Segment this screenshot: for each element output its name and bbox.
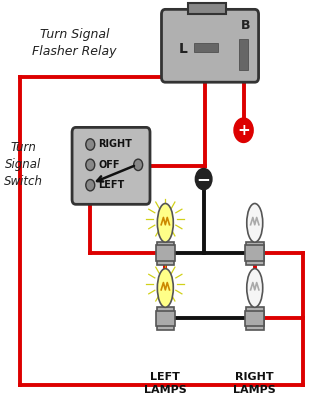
Bar (246, 307, 264, 330)
Text: RIGHT: RIGHT (98, 140, 132, 149)
Ellipse shape (247, 269, 263, 307)
FancyBboxPatch shape (162, 9, 259, 82)
Ellipse shape (157, 204, 173, 242)
Text: +: + (237, 123, 250, 138)
Text: OFF: OFF (98, 160, 120, 170)
Circle shape (234, 118, 253, 142)
Ellipse shape (247, 204, 263, 242)
Text: −: − (197, 170, 211, 188)
Text: LEFT: LEFT (98, 180, 124, 190)
FancyBboxPatch shape (72, 127, 150, 204)
Bar (240, 39, 248, 70)
Bar (156, 245, 175, 261)
Bar (188, 3, 226, 14)
Text: B: B (241, 19, 251, 32)
Bar (157, 242, 174, 265)
Circle shape (134, 159, 143, 171)
Circle shape (86, 139, 95, 150)
Text: Turn Signal
Flasher Relay: Turn Signal Flasher Relay (32, 28, 117, 58)
Circle shape (86, 159, 95, 171)
Circle shape (86, 179, 95, 191)
Bar (245, 245, 264, 261)
Bar (194, 43, 218, 52)
Ellipse shape (157, 269, 173, 307)
Bar (157, 307, 174, 330)
Text: Turn
Signal
Switch: Turn Signal Switch (4, 141, 43, 188)
Bar (245, 311, 264, 326)
Text: L: L (178, 42, 187, 56)
Text: RIGHT
LAMPS: RIGHT LAMPS (233, 372, 276, 395)
Bar (156, 311, 175, 326)
Text: LEFT
LAMPS: LEFT LAMPS (144, 372, 187, 395)
Bar (246, 242, 264, 265)
Circle shape (195, 168, 212, 190)
